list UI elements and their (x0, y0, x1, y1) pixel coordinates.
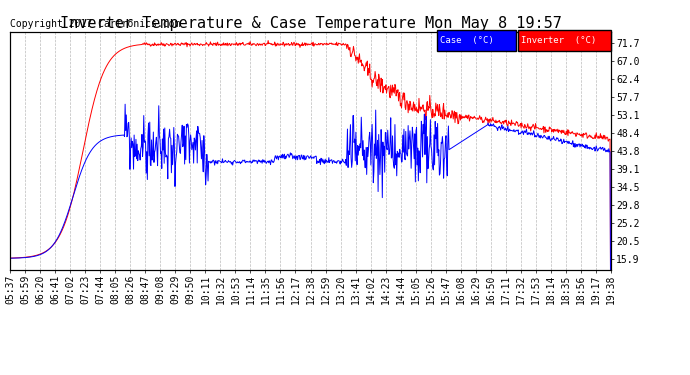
Text: Copyright 2017 Cartronics.com: Copyright 2017 Cartronics.com (10, 20, 181, 30)
Text: Case  (°C): Case (°C) (440, 36, 493, 45)
Title: Inverter Temperature & Case Temperature Mon May 8 19:57: Inverter Temperature & Case Temperature … (59, 16, 562, 31)
Text: Inverter  (°C): Inverter (°C) (521, 36, 596, 45)
